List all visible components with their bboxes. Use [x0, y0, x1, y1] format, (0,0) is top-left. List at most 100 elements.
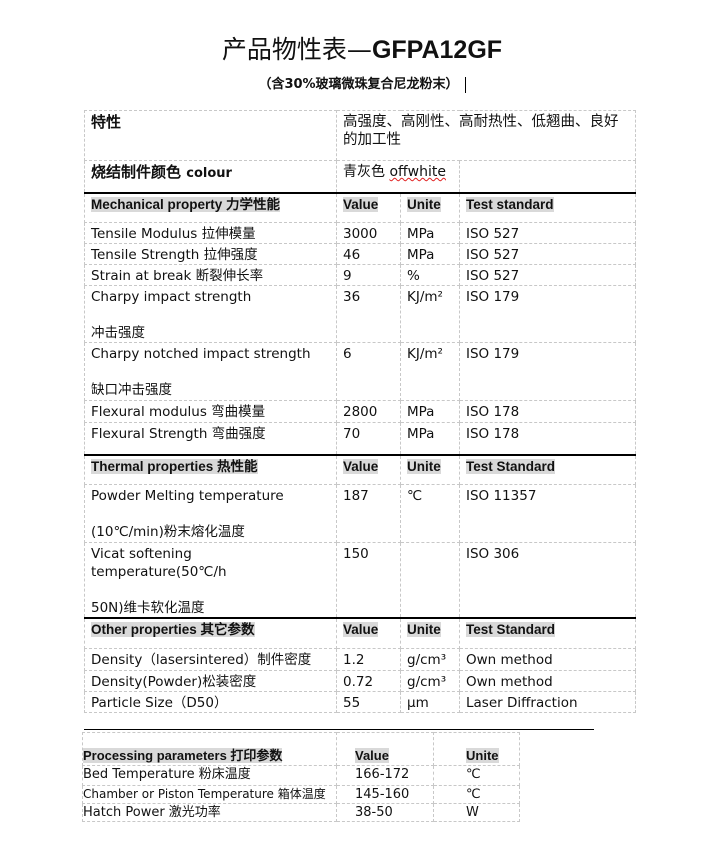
processing-cell: Bed Temperature 粉床温度	[82, 765, 337, 786]
other-cell: Laser Diffraction	[459, 690, 636, 713]
other-cell: 55	[336, 690, 401, 713]
other-row: Density(Powder)松装密度 0.72 g/cm³ Own method	[84, 669, 636, 692]
processing-cell: 145-160	[336, 785, 434, 804]
other-section: Other properties 其它参数 Value Unite Test Stan…	[84, 617, 636, 713]
other-header-row: Other properties 其它参数 Value Unite Test Stan…	[84, 617, 636, 649]
thermal-cell: ISO 306	[459, 542, 636, 619]
processing-cell: W	[433, 803, 520, 822]
other-cell: g/cm³	[400, 669, 460, 692]
processing-row: Chamber or Piston Temperature 箱体温度 145-16…	[82, 785, 520, 804]
processing-section: Processing parameters 打印参数 Value Unite Bed …	[82, 732, 520, 822]
thermal-header-0: Thermal properties 热性能	[91, 458, 258, 474]
other-cell: Own method	[459, 647, 636, 671]
mechanical-row: Tensile Strength 拉伸强度 46 MPa ISO 527	[84, 243, 636, 265]
thermal-header-row: Thermal properties 热性能 Value Unite Test Sta…	[84, 453, 636, 485]
mechanical-header-3: Test standard	[466, 196, 554, 212]
processing-table: Processing parameters 打印参数 Value Unite Bed …	[82, 732, 520, 822]
mechanical-cell: ISO 527	[459, 243, 636, 265]
other-header-3: Test Standard	[466, 622, 556, 637]
other-cell: g/cm³	[400, 647, 460, 671]
colour-label: 烧结制件颜色 colour	[84, 160, 337, 193]
mechanical-cell: %	[400, 264, 460, 286]
mechanical-header-row: Mechanical property 力学性能 Value Unite Test s…	[84, 191, 636, 223]
mechanical-cell: Flexural Strength 弯曲强度	[84, 422, 337, 455]
thermal-section: Thermal properties 热性能 Value Unite Test Sta…	[84, 453, 636, 619]
processing-cell: 38-50	[336, 803, 434, 822]
mechanical-row: Charpy notched impact strength 缺口冲击强度 6 KJ…	[84, 342, 636, 401]
other-header-2: Unite	[407, 622, 441, 637]
other-header-1: Value	[343, 622, 379, 637]
processing-header-2: Unite	[466, 748, 499, 763]
processing-row: Bed Temperature 粉床温度 166-172 ℃	[82, 765, 520, 786]
page-title: 产品物性表—GFPA12GF	[221, 35, 503, 64]
mechanical-cell: Strain at break 断裂伸长率	[84, 264, 337, 286]
thermal-cell: 187	[336, 484, 401, 543]
other-header-0: Other properties 其它参数	[91, 622, 255, 637]
features-label: 特性	[84, 110, 337, 161]
thermal-header-1: Value	[343, 458, 379, 474]
mechanical-cell: MPa	[400, 243, 460, 265]
mechanical-cell: MPa	[400, 422, 460, 455]
mechanical-cell: 9	[336, 264, 401, 286]
other-cell: Density（lasersintered）制件密度	[84, 647, 337, 671]
processing-cell: Chamber or Piston Temperature 箱体温度	[82, 785, 337, 804]
thermal-cell: ℃	[400, 484, 460, 543]
mechanical-header-1: Value	[343, 196, 379, 212]
processing-header-row: Processing parameters 打印参数 Value Unite	[82, 732, 520, 766]
mechanical-header-0: Mechanical property 力学性能	[91, 196, 281, 212]
thermal-header-3: Test Standard	[466, 458, 556, 474]
mechanical-cell: Flexural modulus 弯曲模量	[84, 400, 337, 423]
mechanical-cell: 36	[336, 285, 401, 343]
mechanical-row: Charpy impact strength 冲击强度 36 KJ/m² ISO 17…	[84, 285, 636, 343]
mechanical-cell: 3000	[336, 222, 401, 244]
other-cell: Particle Size（D50）	[84, 690, 337, 713]
text-cursor	[464, 76, 466, 93]
properties-table: 特性 高强度、高刚性、高耐热性、低翘曲、良好的加工性 烧结制件颜色 colour…	[84, 110, 636, 713]
other-cell: 1.2	[336, 647, 401, 671]
mechanical-cell: Tensile Modulus 拉伸模量	[84, 222, 337, 244]
mechanical-cell: KJ/m²	[400, 342, 460, 401]
mechanical-cell: 70	[336, 422, 401, 455]
mechanical-cell: ISO 527	[459, 264, 636, 286]
thermal-cell	[400, 542, 460, 619]
mechanical-row: Strain at break 断裂伸长率 9% ISO 527	[84, 264, 636, 286]
other-cell: 0.72	[336, 669, 401, 692]
processing-cell: ℃	[433, 765, 520, 786]
processing-row: Hatch Power 激光功率 38-50 W	[82, 803, 520, 822]
mechanical-cell: MPa	[400, 222, 460, 244]
mechanical-cell: Tensile Strength 拉伸强度	[84, 243, 337, 265]
mechanical-cell: Charpy impact strength 冲击强度	[84, 285, 337, 343]
thermal-row: Vicat softening temperature(50℃/h 50N)维卡…	[84, 542, 636, 619]
mechanical-cell: ISO 179	[459, 342, 636, 401]
mechanical-cell: ISO 527	[459, 222, 636, 244]
processing-cell: Hatch Power 激光功率	[82, 803, 337, 822]
mechanical-cell: MPa	[400, 400, 460, 423]
processing-cell: 166-172	[336, 765, 434, 786]
page-subtitle: （含30%玻璃微珠复合尼龙粉末）	[0, 73, 724, 93]
thermal-header-2: Unite	[407, 458, 441, 474]
processing-header-0: Processing parameters 打印参数	[83, 748, 283, 763]
mechanical-cell: 2800	[336, 400, 401, 423]
other-cell: Density(Powder)松装密度	[84, 669, 337, 692]
features-row: 特性 高强度、高刚性、高耐热性、低翘曲、良好的加工性	[84, 110, 636, 161]
other-cell: Own method	[459, 669, 636, 692]
processing-cell: ℃	[433, 785, 520, 804]
features-value: 高强度、高刚性、高耐热性、低翘曲、良好的加工性	[336, 110, 636, 161]
mechanical-cell: 46	[336, 243, 401, 265]
thermal-cell: Powder Melting temperature (10℃/min)粉末熔化…	[84, 484, 337, 543]
other-row: Particle Size（D50） 55 µm Laser Diffraction	[84, 690, 636, 713]
processing-header-1: Value	[355, 748, 389, 763]
divider	[84, 729, 594, 730]
mechanical-cell: ISO 179	[459, 285, 636, 343]
mechanical-cell: ISO 178	[459, 422, 636, 455]
mechanical-header-2: Unite	[407, 196, 441, 212]
mechanical-cell: Charpy notched impact strength 缺口冲击强度	[84, 342, 337, 401]
other-row: Density（lasersintered）制件密度 1.2 g/cm³ Own me…	[84, 647, 636, 671]
thermal-cell: 150	[336, 542, 401, 619]
mechanical-cell: ISO 178	[459, 400, 636, 423]
mechanical-row: Flexural Strength 弯曲强度 70 MPa ISO 178	[84, 422, 636, 455]
colour-value: 青灰色 offwhite	[336, 160, 460, 193]
mechanical-row: Tensile Modulus 拉伸模量 3000 MPa ISO 527	[84, 222, 636, 244]
mechanical-cell: 6	[336, 342, 401, 401]
mechanical-section: Mechanical property 力学性能 Value Unite Test s…	[84, 191, 636, 455]
